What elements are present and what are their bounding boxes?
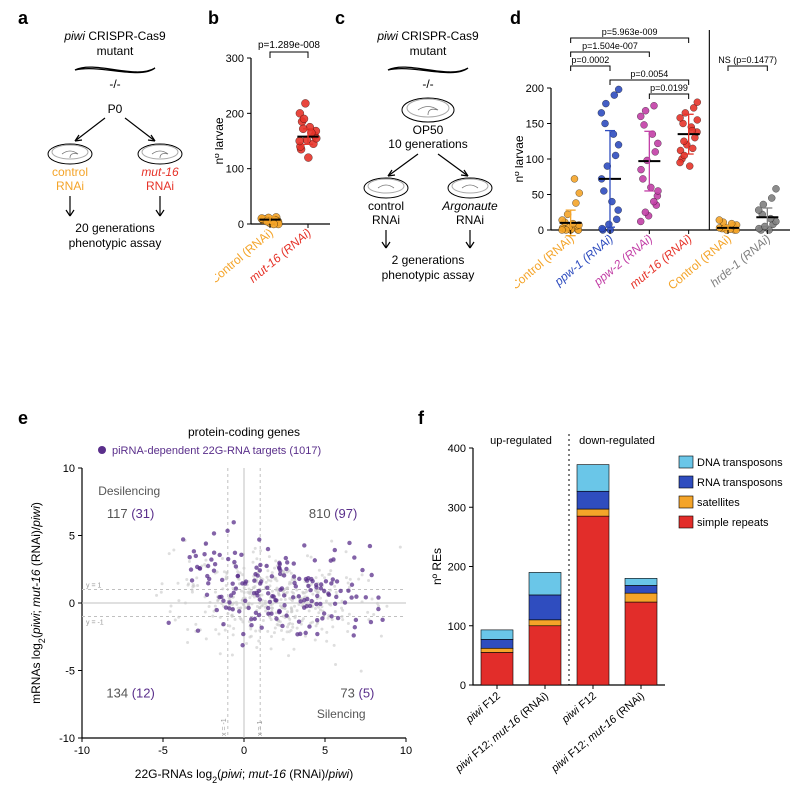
svg-text:x = 1: x = 1 xyxy=(257,721,264,736)
svg-text:RNAi: RNAi xyxy=(372,213,400,227)
svg-text:10: 10 xyxy=(63,463,75,475)
svg-text:piwi F12: piwi F12 xyxy=(463,690,503,726)
svg-text:200: 200 xyxy=(526,83,544,95)
svg-text:200: 200 xyxy=(448,562,466,574)
svg-text:-/-: -/- xyxy=(109,77,120,91)
svg-text:200: 200 xyxy=(226,108,244,120)
svg-text:x = -1: x = -1 xyxy=(221,718,228,736)
svg-text:p=0.0002: p=0.0002 xyxy=(571,55,609,65)
svg-text:p=1.504e-007: p=1.504e-007 xyxy=(582,41,638,51)
svg-text:phenotypic assay: phenotypic assay xyxy=(69,236,162,250)
svg-text:300: 300 xyxy=(226,53,244,65)
svg-text:2 generations: 2 generations xyxy=(392,253,465,267)
svg-text:mut-16: mut-16 xyxy=(141,165,179,179)
svg-text:810 (97): 810 (97) xyxy=(309,506,357,521)
svg-text:-10: -10 xyxy=(74,745,90,757)
svg-text:20 generations: 20 generations xyxy=(75,221,154,235)
svg-text:satellites: satellites xyxy=(697,497,740,509)
svg-text:piwi CRISPR-Cas9: piwi CRISPR-Cas9 xyxy=(376,29,479,43)
svg-text:y = 1: y = 1 xyxy=(86,583,101,590)
svg-text:nº REs: nº REs xyxy=(430,548,444,585)
svg-text:nº larvae: nº larvae xyxy=(515,135,526,182)
svg-text:50: 50 xyxy=(532,190,544,202)
svg-text:NS (p=0.1477): NS (p=0.1477) xyxy=(718,55,777,65)
svg-text:down-regulated: down-regulated xyxy=(579,435,655,447)
svg-text:400: 400 xyxy=(448,443,466,455)
svg-text:73 (5): 73 (5) xyxy=(340,686,374,701)
svg-text:100: 100 xyxy=(226,164,244,176)
svg-text:piwi CRISPR-Cas9: piwi CRISPR-Cas9 xyxy=(63,29,166,43)
svg-text:-10: -10 xyxy=(59,733,75,745)
svg-text:RNAi: RNAi xyxy=(456,213,484,227)
svg-text:0: 0 xyxy=(69,598,75,610)
svg-text:RNA transposons: RNA transposons xyxy=(697,477,783,489)
svg-text:Silencing: Silencing xyxy=(317,707,366,721)
svg-text:22G-RNAs log2(piwi; mut-16 (RN: 22G-RNAs log2(piwi; mut-16 (RNAi)/piwi) xyxy=(135,767,353,785)
svg-text:protein-coding genes: protein-coding genes xyxy=(188,425,300,439)
svg-text:phenotypic assay: phenotypic assay xyxy=(382,268,475,282)
svg-text:nº larvae: nº larvae xyxy=(215,117,226,164)
svg-text:p=5.963e-009: p=5.963e-009 xyxy=(602,27,658,37)
svg-text:simple repeats: simple repeats xyxy=(697,517,769,529)
panel-d-svg: 050100150200nº larvaeControl (RNAi)ppw-1… xyxy=(515,22,795,322)
svg-text:Control (RNAi): Control (RNAi) xyxy=(215,226,276,287)
svg-text:control: control xyxy=(368,199,404,213)
svg-text:y = -1: y = -1 xyxy=(86,620,104,627)
svg-text:134 (12): 134 (12) xyxy=(106,686,154,701)
svg-text:RNAi: RNAi xyxy=(56,179,84,193)
svg-text:100: 100 xyxy=(448,621,466,633)
svg-text:Desilencing: Desilencing xyxy=(98,484,160,498)
svg-text:150: 150 xyxy=(526,119,544,131)
svg-text:-5: -5 xyxy=(65,666,75,678)
svg-text:DNA transposons: DNA transposons xyxy=(697,457,783,469)
svg-text:RNAi: RNAi xyxy=(146,179,174,193)
svg-text:up-regulated: up-regulated xyxy=(490,435,552,447)
svg-text:0: 0 xyxy=(241,745,247,757)
svg-text:Argonaute: Argonaute xyxy=(441,199,498,213)
svg-text:100: 100 xyxy=(526,154,544,166)
svg-text:mutant: mutant xyxy=(410,44,447,58)
svg-text:0: 0 xyxy=(238,219,244,231)
svg-text:OP50: OP50 xyxy=(413,123,444,137)
svg-text:control: control xyxy=(52,165,88,179)
svg-text:piRNA-dependent 22G-RNA target: piRNA-dependent 22G-RNA targets (1017) xyxy=(112,445,321,457)
svg-text:5: 5 xyxy=(322,745,328,757)
panel-label-c: c xyxy=(335,8,345,29)
panel-label-a: a xyxy=(18,8,28,29)
panel-c-svg: piwi CRISPR-Cas9mutant -/- OP5010 generati… xyxy=(338,28,518,288)
svg-text:p=1.289e-008: p=1.289e-008 xyxy=(258,40,320,51)
svg-text:piwi F12; mut-16 (RNAi): piwi F12; mut-16 (RNAi) xyxy=(549,690,647,775)
svg-text:piwi F12; mut-16 (RNAi): piwi F12; mut-16 (RNAi) xyxy=(453,690,551,775)
svg-text:5: 5 xyxy=(69,531,75,543)
panel-b-svg: 0100200300nº larvaeControl (RNAi)mut-16 … xyxy=(215,22,335,302)
panel-e-svg: protein-coding genes piRNA-dependent 22G-… xyxy=(20,420,420,800)
svg-text:piwi F12: piwi F12 xyxy=(559,690,599,726)
svg-text:117 (31): 117 (31) xyxy=(107,506,154,521)
svg-text:0: 0 xyxy=(460,680,466,692)
svg-text:300: 300 xyxy=(448,502,466,514)
svg-text:-/-: -/- xyxy=(422,77,433,91)
svg-text:-5: -5 xyxy=(158,745,168,757)
svg-text:mRNAs log2(piwi; mut-16 (RNAi): mRNAs log2(piwi; mut-16 (RNAi)/piwi) xyxy=(29,502,47,704)
svg-text:P0: P0 xyxy=(108,102,123,116)
panel-f-svg: 0 100 200 300 400 nº REs up-regulated down-regu… xyxy=(425,420,785,800)
svg-text:p=0.0054: p=0.0054 xyxy=(630,69,668,79)
svg-text:0: 0 xyxy=(538,225,544,237)
svg-text:Control (RNAi): Control (RNAi) xyxy=(515,232,577,293)
svg-text:p=0.0199: p=0.0199 xyxy=(650,83,688,93)
panel-a-svg: piwi CRISPR-Cas9mutant-/-P0controlRNAimu… xyxy=(20,28,210,263)
svg-text:10: 10 xyxy=(400,745,412,757)
svg-text:10 generations: 10 generations xyxy=(388,137,467,151)
svg-text:mutant: mutant xyxy=(97,44,134,58)
